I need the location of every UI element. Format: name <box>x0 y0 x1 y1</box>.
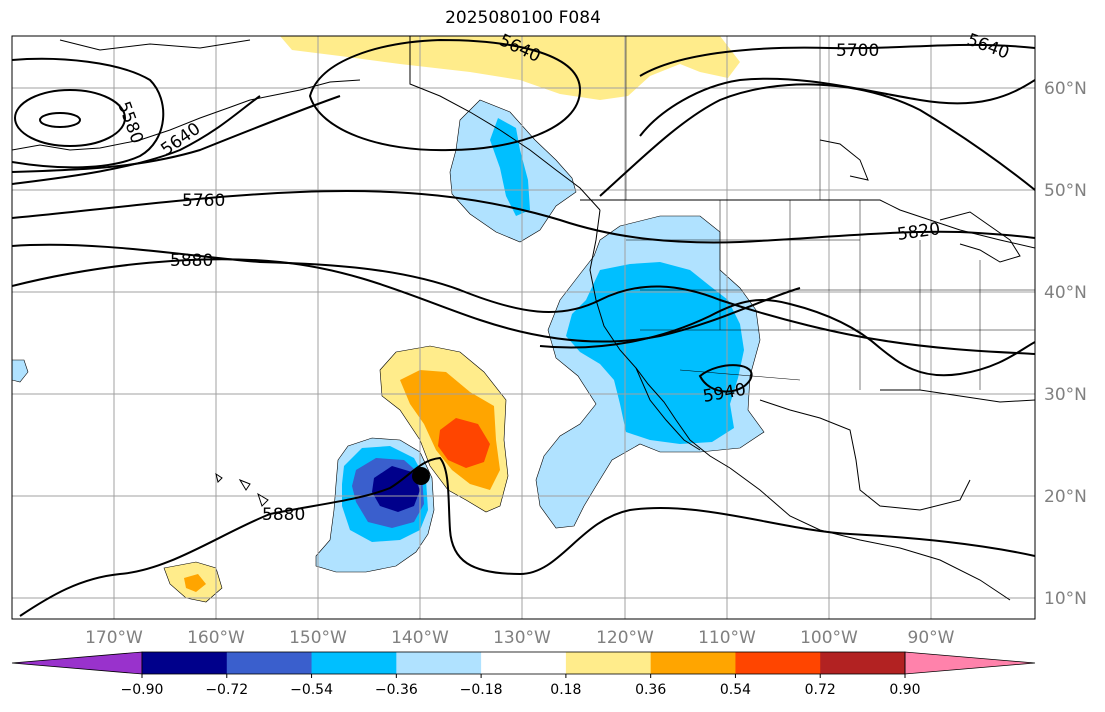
lon-label-120w: 120°W <box>596 628 654 648</box>
map-title: 2025080100 F084 <box>445 8 601 28</box>
lat-label-20n: 20°N <box>1044 487 1087 507</box>
latitude-labels: 60°N 50°N 40°N 30°N 20°N 10°N <box>1044 79 1087 609</box>
negative-anomaly-edge <box>12 359 29 383</box>
lat-label-10n: 10°N <box>1044 589 1087 609</box>
lon-label-170w: 170°W <box>85 628 143 648</box>
colorbar-tick-label: 0.90 <box>889 682 920 698</box>
height-contours <box>12 38 1035 617</box>
lat-label-50n: 50°N <box>1044 181 1087 201</box>
negative-anomaly-west-us-core <box>566 262 744 444</box>
colorbar-box <box>142 652 228 674</box>
colorbar-box <box>735 652 821 674</box>
coastlines <box>12 36 1035 601</box>
colorbar-box <box>396 652 482 674</box>
colorbar-frame <box>141 651 906 675</box>
lat-label-60n: 60°N <box>1044 79 1087 99</box>
graticule <box>12 36 1035 619</box>
lon-label-100w: 100°W <box>800 628 858 648</box>
map-border <box>11 35 1036 620</box>
map-background <box>12 36 1035 619</box>
contour-label-5760: 5760 <box>182 191 225 211</box>
colorbar-tick-label: 0.72 <box>805 682 836 698</box>
longitude-labels: 170°W 160°W 150°W 140°W 130°W 120°W 110°… <box>85 628 955 648</box>
colorbar-tick-label: −0.90 <box>121 682 164 698</box>
lon-label-110w: 110°W <box>698 628 756 648</box>
lon-label-130w: 130°W <box>493 628 551 648</box>
lat-label-30n: 30°N <box>1044 385 1087 405</box>
lon-label-90w: 90°W <box>908 628 955 648</box>
lon-label-140w: 140°W <box>391 628 449 648</box>
colorbar-tick-label: −0.36 <box>375 682 418 698</box>
negative-anomaly-alaska-core <box>490 118 530 216</box>
colorbar-box <box>820 652 906 674</box>
contour-label-5700: 5700 <box>836 41 879 61</box>
negative-anomaly-tropical-core <box>372 466 420 512</box>
lon-label-160w: 160°W <box>187 628 245 648</box>
colorbar-box <box>481 652 567 674</box>
storm-center-dot <box>412 467 430 485</box>
colorbar-box <box>650 652 736 674</box>
colorbar-tick-label: −0.54 <box>290 682 333 698</box>
colorbar-tick-label: −0.18 <box>460 682 503 698</box>
colorbar-tick-label: −0.72 <box>205 682 248 698</box>
colorbar-extend-low <box>11 651 143 675</box>
lon-label-150w: 150°W <box>289 628 347 648</box>
lat-label-40n: 40°N <box>1044 283 1087 303</box>
colorbar-box <box>311 652 397 674</box>
colorbar-extend-high <box>904 651 1036 675</box>
map-content <box>12 36 1035 619</box>
contour-label-5880-north: 5880 <box>170 251 213 271</box>
political-borders <box>625 36 1035 390</box>
positive-anomaly-hawaii-core <box>438 418 490 468</box>
contour-label-5880-south: 5880 <box>262 505 305 525</box>
colorbar-tick-label: 0.18 <box>550 682 581 698</box>
colorbar: −0.90 −0.72 −0.54 −0.36 −0.18 0.18 0.36 0.54 0.7… <box>11 651 1036 698</box>
positive-anomaly-small-core <box>184 574 206 592</box>
colorbar-tick-label: 0.36 <box>635 682 666 698</box>
colorbar-box <box>226 652 313 674</box>
colorbar-tick-label: 0.54 <box>720 682 751 698</box>
colorbar-box <box>565 652 652 674</box>
